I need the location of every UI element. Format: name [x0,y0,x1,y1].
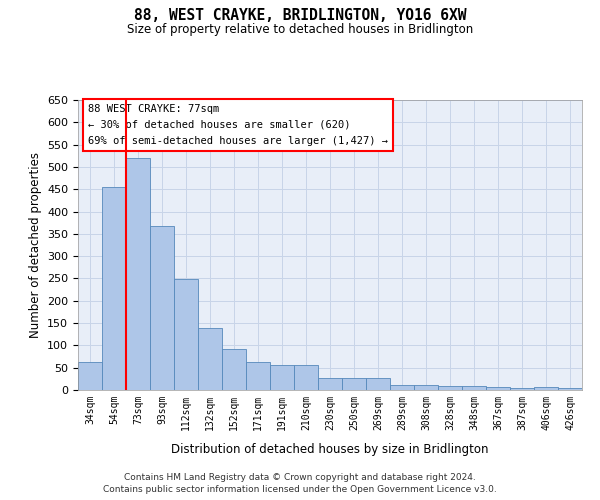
Text: 88, WEST CRAYKE, BRIDLINGTON, YO16 6XW: 88, WEST CRAYKE, BRIDLINGTON, YO16 6XW [134,8,466,22]
Bar [294,366,318,390]
Bar [462,386,486,390]
Bar [198,328,222,390]
Bar [270,364,294,390]
Text: Size of property relative to detached houses in Bridlington: Size of property relative to detached ho… [127,22,473,36]
Bar [126,158,150,390]
Bar [102,186,126,390]
Bar [366,378,390,390]
Bar [558,388,582,390]
Text: Distribution of detached houses by size in Bridlington: Distribution of detached houses by size … [171,442,489,456]
Bar [510,388,534,390]
Bar [222,350,246,390]
Text: Contains public sector information licensed under the Open Government Licence v3: Contains public sector information licen… [103,485,497,494]
Bar [390,385,414,390]
Bar [342,378,366,390]
Bar [246,362,270,390]
Text: Contains HM Land Registry data © Crown copyright and database right 2024.: Contains HM Land Registry data © Crown c… [124,472,476,482]
Bar [438,386,462,390]
Bar [318,378,342,390]
Bar [534,387,558,390]
Bar [174,279,198,390]
Bar [414,384,438,390]
Bar [486,388,510,390]
Text: 88 WEST CRAYKE: 77sqm
← 30% of detached houses are smaller (620)
69% of semi-det: 88 WEST CRAYKE: 77sqm ← 30% of detached … [88,104,388,146]
Bar [150,226,174,390]
Bar [78,362,102,390]
Y-axis label: Number of detached properties: Number of detached properties [29,152,41,338]
